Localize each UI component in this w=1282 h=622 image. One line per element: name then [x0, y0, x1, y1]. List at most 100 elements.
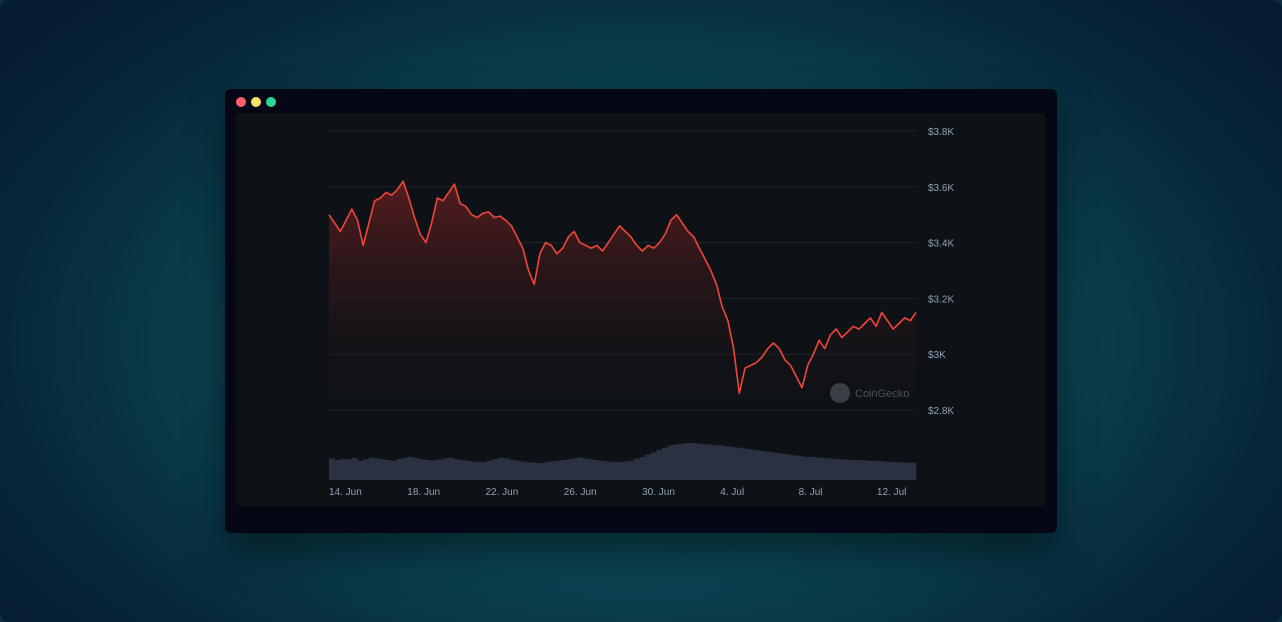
x-tick-label: 18. Jun	[407, 487, 440, 498]
volume-bar	[628, 460, 634, 480]
volume-bar	[741, 448, 747, 480]
volume-bar	[780, 453, 787, 480]
volume-bar	[848, 460, 855, 480]
minimize-window-dot[interactable]	[251, 97, 261, 107]
volume-bar	[509, 460, 516, 480]
volume-bar	[436, 459, 443, 480]
volume-bar	[447, 457, 454, 480]
volume-bar	[887, 461, 894, 480]
volume-bar	[746, 449, 753, 480]
volume-bar	[876, 461, 883, 480]
volume-bar	[622, 461, 629, 480]
volume-bar	[650, 452, 657, 481]
volume-bar	[357, 460, 364, 480]
volume-bar	[769, 452, 776, 481]
maximize-window-dot[interactable]	[266, 97, 276, 107]
volume-bar	[831, 458, 838, 480]
volume-bar	[808, 456, 815, 480]
x-tick-label: 8. Jul	[799, 487, 823, 498]
volume-bar	[667, 445, 674, 480]
volume-bar	[673, 444, 680, 480]
volume-bar	[588, 459, 595, 480]
volume-bar	[453, 459, 460, 480]
volume-bar	[729, 446, 736, 480]
volume-bar	[430, 460, 437, 480]
volume-bar	[797, 456, 804, 480]
price-line	[328, 180, 917, 395]
volume-bar	[554, 460, 561, 480]
close-window-dot[interactable]	[236, 97, 246, 107]
volume-bar	[893, 462, 900, 480]
volume-bar	[763, 451, 770, 480]
volume-bar	[334, 460, 341, 480]
volume-bar	[515, 460, 522, 480]
y-tick-label: $3.2K	[928, 294, 954, 305]
volume-bar	[402, 457, 409, 480]
volume-bar	[543, 462, 550, 480]
volume-bar	[368, 457, 375, 480]
chart-panel: CoinGecko $3.8K $3.6K $3.4K $3.2K $3K $2.8K 1…	[236, 113, 1046, 506]
coingecko-logo-icon	[830, 383, 850, 403]
volume-bar	[351, 458, 358, 480]
volume-bar	[464, 460, 471, 480]
volume-bar	[492, 459, 499, 480]
volume-bar	[374, 458, 381, 480]
volume-bar	[391, 460, 397, 480]
volume-bar	[577, 457, 584, 480]
volume-bar	[870, 460, 877, 480]
x-tick-label: 30. Jun	[642, 487, 675, 498]
volume-bar	[566, 459, 572, 480]
volume-bar	[362, 459, 369, 480]
volume-bar	[481, 462, 488, 480]
y-tick-label: $2.8K	[928, 406, 954, 417]
volume-bar	[441, 458, 448, 480]
volume-bar	[820, 458, 826, 480]
volume-bar	[684, 443, 691, 480]
volume-bar	[504, 458, 510, 480]
x-tick-label: 12. Jul	[877, 487, 906, 498]
volume-bar	[413, 458, 420, 480]
volume-bar	[814, 457, 821, 480]
watermark-text: CoinGecko	[855, 388, 909, 400]
volume-bar	[859, 460, 866, 480]
watermark: CoinGecko	[830, 383, 909, 403]
volume-bar	[712, 445, 719, 480]
price-chart: CoinGecko $3.8K $3.6K $3.4K $3.2K $3K $2.8K 1…	[328, 127, 954, 498]
volume-bar	[470, 461, 476, 480]
volume-bar	[583, 458, 589, 480]
y-tick-label: $3.4K	[928, 239, 954, 250]
volume-bar	[633, 458, 640, 480]
volume-bar	[396, 458, 403, 480]
volume-bar	[791, 455, 798, 480]
volume-bar	[616, 462, 623, 480]
volume-bar	[662, 447, 668, 480]
volume-bar	[752, 449, 759, 480]
volume-bar	[786, 454, 793, 480]
volume-bar	[487, 460, 493, 480]
volume-bar	[695, 443, 702, 480]
volume-bar	[549, 461, 555, 480]
volume-bar	[758, 450, 764, 480]
volume-bar	[678, 443, 685, 480]
volume-bar	[701, 444, 708, 480]
volume-bar	[532, 462, 539, 480]
volume-bar	[656, 449, 663, 480]
volume-bar	[599, 460, 606, 480]
volume-bar	[837, 459, 843, 480]
volume-bar	[594, 460, 601, 480]
volume-bar	[899, 462, 905, 480]
volume-bar	[774, 453, 781, 480]
y-tick-label: $3.6K	[928, 183, 954, 194]
volume-bar	[537, 463, 544, 480]
volume-bar	[425, 460, 431, 480]
volume-bar	[904, 462, 911, 480]
volume-bar	[803, 456, 809, 480]
x-tick-label: 22. Jun	[486, 487, 519, 498]
y-tick-label: $3.8K	[928, 127, 954, 138]
volume-bar	[735, 447, 742, 480]
x-tick-label: 26. Jun	[564, 487, 597, 498]
volume-bar	[842, 459, 849, 480]
x-tick-label: 4. Jul	[720, 487, 744, 498]
volume-bar	[419, 459, 426, 480]
